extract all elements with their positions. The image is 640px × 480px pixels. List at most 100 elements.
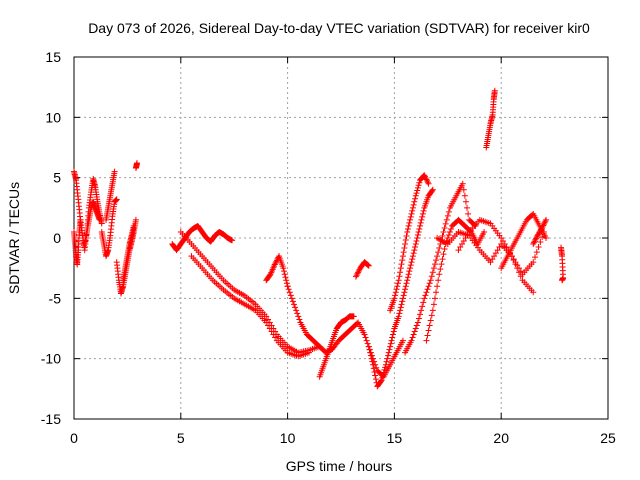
data-point — [430, 301, 437, 308]
data-point — [386, 346, 393, 353]
data-point — [409, 207, 416, 214]
data-point — [422, 175, 429, 182]
data-point — [533, 235, 540, 242]
data-point — [538, 225, 545, 232]
data-point — [448, 225, 455, 232]
data-point — [352, 273, 359, 280]
data-point — [377, 378, 384, 385]
data-series — [352, 259, 372, 280]
data-point — [516, 269, 522, 276]
data-series — [558, 244, 567, 284]
data-point — [464, 231, 471, 238]
data-point — [389, 334, 396, 341]
data-point — [383, 358, 390, 365]
data-point — [501, 241, 508, 248]
data-point — [305, 349, 312, 356]
data-point — [399, 298, 406, 305]
data-point — [533, 233, 540, 240]
data-point — [444, 235, 451, 241]
data-point — [425, 283, 432, 290]
data-point — [412, 192, 419, 199]
data-point — [398, 301, 405, 308]
data-point — [431, 295, 438, 302]
data-point — [459, 241, 466, 248]
data-point — [399, 337, 406, 344]
data-point — [396, 273, 403, 280]
data-point — [384, 352, 391, 359]
data-point — [423, 337, 430, 344]
data-point — [416, 225, 423, 232]
y-tick-label: -10 — [41, 351, 61, 367]
data-point — [428, 312, 435, 319]
data-point — [410, 250, 417, 257]
data-point — [499, 238, 506, 245]
data-series — [391, 186, 436, 332]
data-point — [412, 325, 419, 332]
x-tick-label: 0 — [70, 430, 78, 446]
data-point — [263, 313, 270, 320]
data-point — [530, 241, 537, 248]
data-point — [491, 253, 498, 260]
data-point — [378, 377, 385, 384]
data-point — [537, 239, 544, 246]
data-point — [229, 237, 236, 244]
data-point — [385, 349, 392, 356]
data-point — [283, 280, 290, 287]
data-point — [538, 226, 545, 233]
data-point — [402, 283, 409, 290]
data-point — [464, 204, 471, 211]
data-point — [399, 253, 406, 260]
data-series — [71, 216, 84, 268]
data-point — [390, 328, 397, 335]
data-point — [434, 253, 441, 260]
data-point — [443, 216, 450, 223]
data-point — [396, 310, 403, 317]
data-point — [404, 277, 411, 284]
data-point — [535, 244, 542, 251]
data-point — [410, 331, 417, 338]
data-point — [412, 241, 419, 248]
data-point — [444, 212, 451, 219]
data-point — [418, 216, 425, 223]
data-point — [420, 207, 427, 214]
data-point — [419, 303, 426, 310]
data-series — [483, 87, 498, 151]
data-point — [427, 317, 434, 324]
data-series — [316, 313, 357, 380]
data-point — [132, 216, 139, 223]
data-point — [418, 307, 425, 314]
data-point — [369, 358, 376, 365]
data-point — [365, 262, 372, 269]
data-series — [169, 222, 236, 254]
data-point — [405, 222, 412, 229]
data-point — [531, 238, 538, 245]
data-point — [460, 238, 467, 245]
data-point — [492, 250, 499, 257]
data-point — [421, 172, 428, 179]
data-point — [503, 244, 510, 251]
data-point — [413, 238, 420, 245]
data-point — [415, 315, 422, 322]
data-point — [294, 310, 301, 317]
x-tick-label: 15 — [387, 430, 403, 446]
grid — [74, 57, 608, 419]
data-point — [530, 259, 537, 266]
data-point — [498, 235, 505, 241]
chart-title: Day 073 of 2026, Sidereal Day-to-day VTE… — [88, 20, 590, 36]
data-point — [416, 179, 423, 186]
data-point — [403, 280, 410, 287]
data-point — [364, 340, 371, 347]
data-point — [408, 210, 415, 217]
data-point — [489, 256, 496, 263]
data-point — [423, 176, 430, 183]
data-point — [387, 340, 394, 347]
data-point — [405, 271, 412, 278]
data-point — [98, 220, 105, 227]
data-point — [422, 173, 429, 180]
data-point — [282, 274, 289, 281]
data-series — [530, 216, 550, 248]
data-point — [292, 304, 299, 311]
data-points — [71, 87, 567, 390]
data-point — [272, 334, 279, 341]
data-point — [435, 277, 442, 284]
